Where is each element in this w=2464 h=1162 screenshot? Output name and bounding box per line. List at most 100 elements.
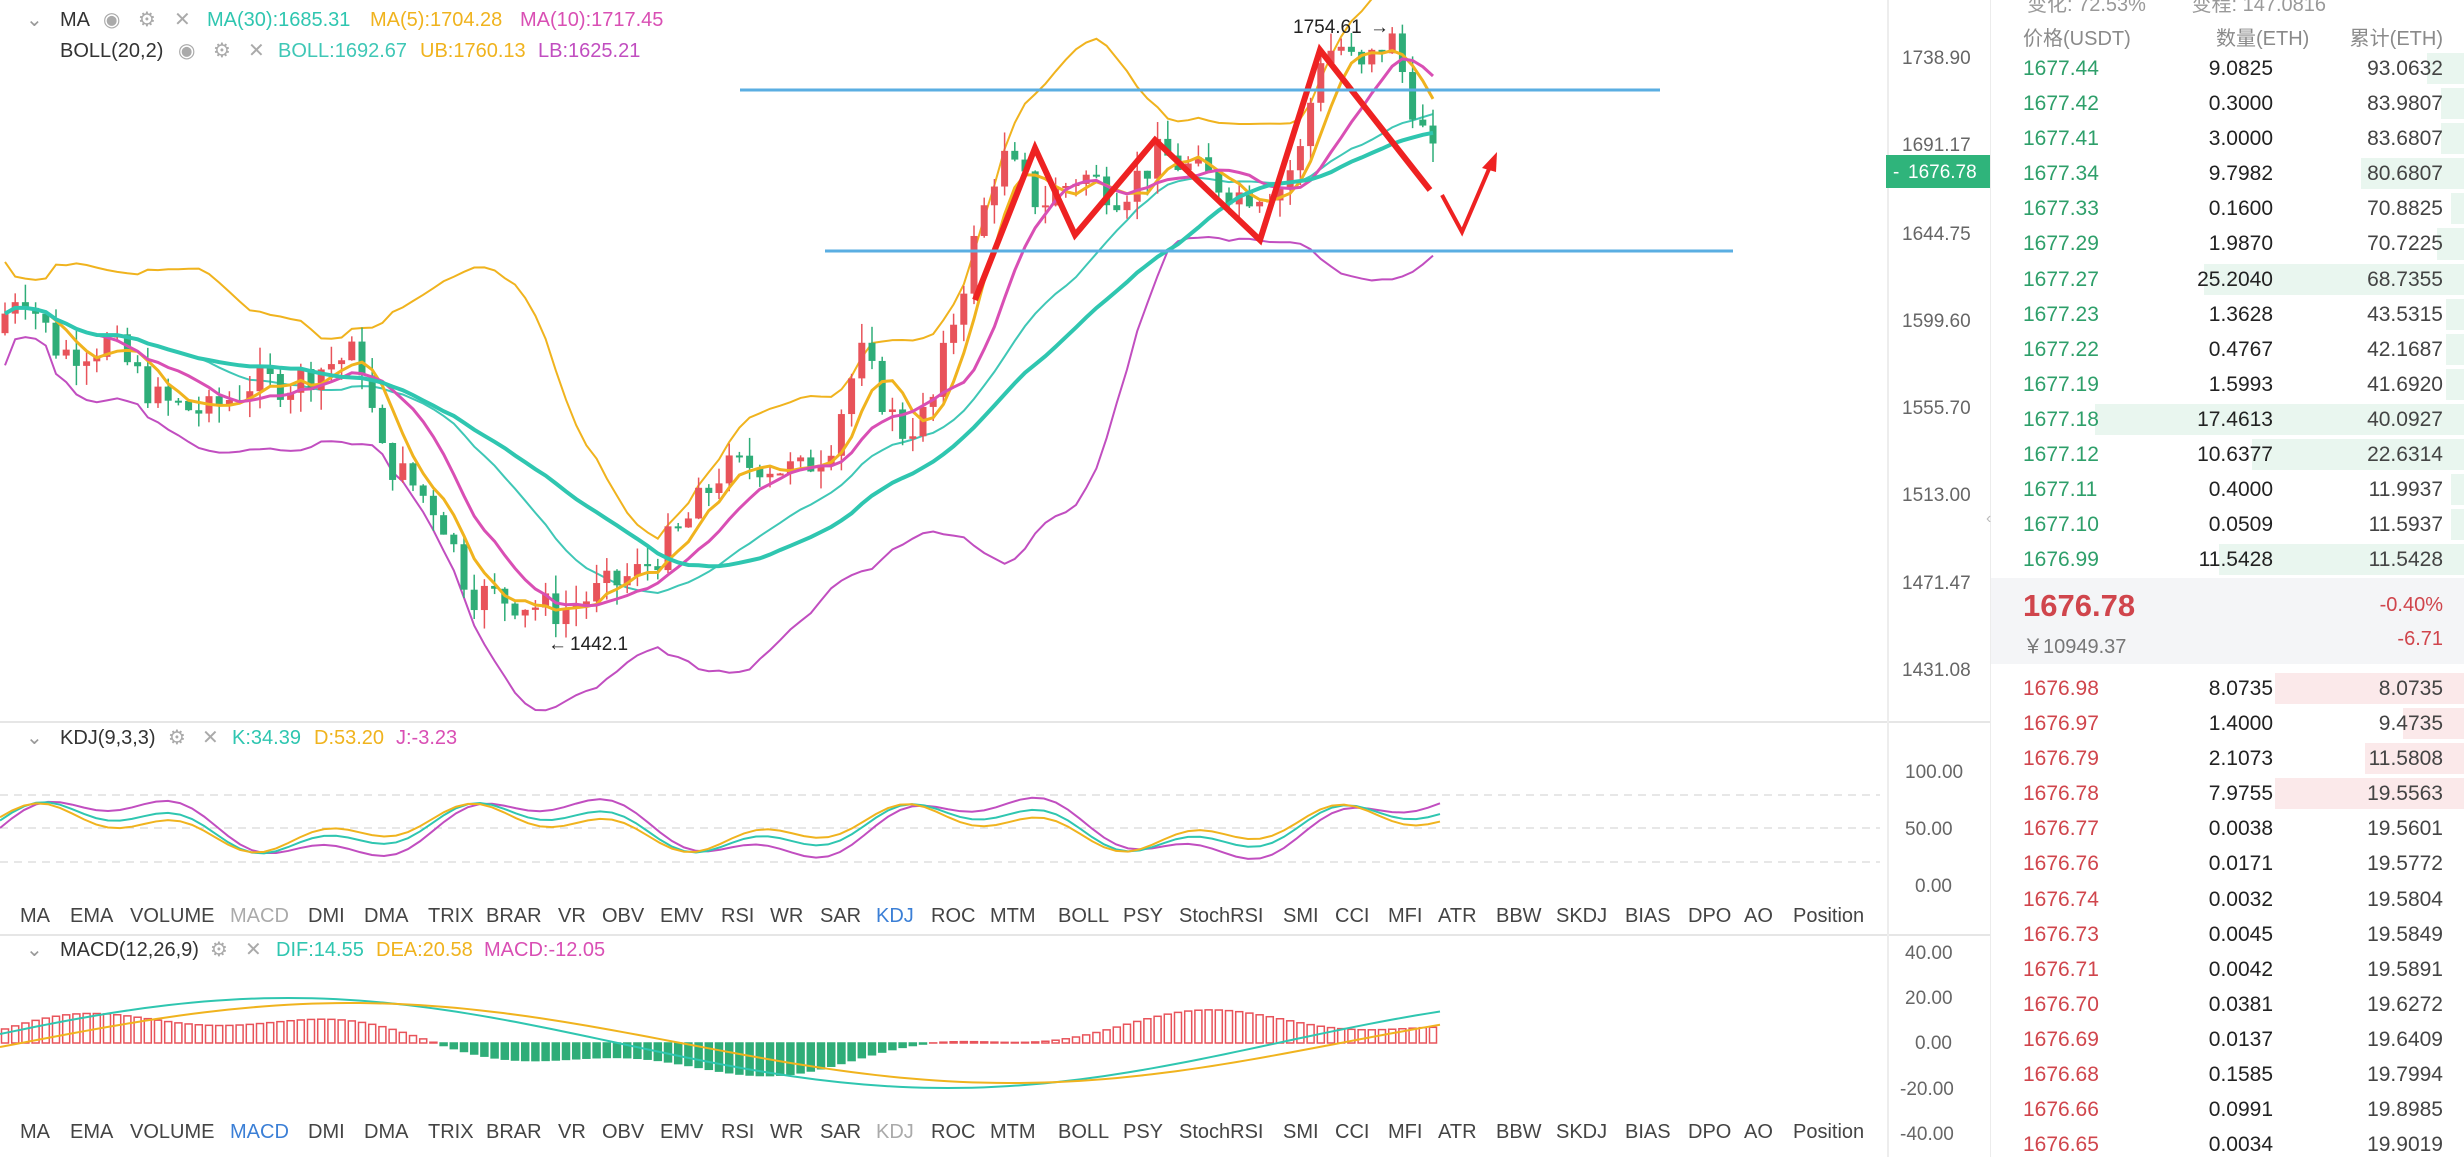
tab-emv[interactable]: EMV [660,1121,704,1143]
tab-dma[interactable]: DMA [364,1121,409,1143]
tab-rsi[interactable]: RSI [721,1121,754,1143]
tab-smi[interactable]: SMI [1283,1121,1319,1143]
tab-macd[interactable]: MACD [230,1121,289,1143]
tab-bbw[interactable]: BBW [1496,905,1542,927]
close-icon[interactable]: ✕ [245,939,262,961]
tab-wr[interactable]: WR [770,1121,803,1143]
tab-ma[interactable]: MA [20,905,51,927]
tab-cci[interactable]: CCI [1335,1121,1369,1143]
tab-roc[interactable]: ROC [931,905,975,927]
tab-dma[interactable]: DMA [364,905,409,927]
tab-dpo[interactable]: DPO [1688,905,1731,927]
tab-rsi[interactable]: RSI [721,905,754,927]
tab-vr[interactable]: VR [558,905,586,927]
tab-skdj[interactable]: SKDJ [1556,905,1607,927]
tab-skdj[interactable]: SKDJ [1556,1121,1607,1143]
tab-mtm[interactable]: MTM [990,1121,1036,1143]
tab-boll[interactable]: BOLL [1058,905,1109,927]
tab-ema[interactable]: EMA [70,905,114,927]
collapse-chevron-icon[interactable]: ⌄ [26,9,43,31]
tab-smi[interactable]: SMI [1283,905,1319,927]
tab-vr[interactable]: VR [558,1121,586,1143]
tab-stochrsi[interactable]: StochRSI [1179,1121,1263,1143]
gear-icon[interactable]: ⚙ [138,9,156,31]
close-icon[interactable]: ✕ [174,9,191,31]
tab-position[interactable]: Position [1793,905,1864,927]
tab-kdj[interactable]: KDJ [876,1121,914,1143]
tab-ma[interactable]: MA [20,1121,51,1143]
collapse-chevron-icon[interactable]: ⌄ [26,939,43,961]
gear-icon[interactable]: ⚙ [168,727,186,749]
tab-ao[interactable]: AO [1744,1121,1773,1143]
tab-mfi[interactable]: MFI [1388,905,1422,927]
close-icon[interactable]: ✕ [248,40,265,62]
tab-psy[interactable]: PSY [1123,905,1163,927]
tab-bbw[interactable]: BBW [1496,1121,1542,1143]
tab-atr[interactable]: ATR [1438,1121,1477,1143]
tab-mfi[interactable]: MFI [1388,1121,1422,1143]
tab-sar[interactable]: SAR [820,905,861,927]
tab-ao[interactable]: AO [1744,905,1773,927]
close-icon[interactable]: ✕ [202,727,219,749]
tab-volume[interactable]: VOLUME [130,1121,214,1143]
tab-ema[interactable]: EMA [70,1121,114,1143]
tab-position[interactable]: Position [1793,1121,1864,1143]
tab-bias[interactable]: BIAS [1625,1121,1671,1143]
tab-emv[interactable]: EMV [660,905,704,927]
tab-bias[interactable]: BIAS [1625,905,1671,927]
tab-dpo[interactable]: DPO [1688,1121,1731,1143]
collapse-chevron-icon[interactable]: ⌄ [26,727,43,749]
eye-icon[interactable]: ◉ [178,40,195,62]
gear-icon[interactable]: ⚙ [210,939,228,961]
gear-icon[interactable]: ⚙ [213,40,231,62]
tab-dmi[interactable]: DMI [308,905,345,927]
tab-boll[interactable]: BOLL [1058,1121,1109,1143]
tab-wr[interactable]: WR [770,905,803,927]
tab-cci[interactable]: CCI [1335,905,1369,927]
eye-icon[interactable]: ◉ [103,9,120,31]
tab-macd[interactable]: MACD [230,905,289,927]
projection-arrow[interactable] [1442,162,1492,232]
tab-trix[interactable]: TRIX [428,1121,474,1143]
tab-roc[interactable]: ROC [931,1121,975,1143]
tab-dmi[interactable]: DMI [308,1121,345,1143]
candlestick-chart[interactable]: 1754.61 → ← 1442.1 1738.90 1691.17 1644.… [0,0,1990,1157]
tab-mtm[interactable]: MTM [990,905,1036,927]
tab-stochrsi[interactable]: StochRSI [1179,905,1263,927]
tab-trix[interactable]: TRIX [428,905,474,927]
chart-area[interactable]: 1754.61 → ← 1442.1 1738.90 1691.17 1644.… [0,0,1990,1157]
tab-volume[interactable]: VOLUME [130,905,214,927]
tab-brar[interactable]: BRAR [486,1121,542,1143]
tab-obv[interactable]: OBV [602,1121,645,1143]
tab-psy[interactable]: PSY [1123,1121,1163,1143]
tab-atr[interactable]: ATR [1438,905,1477,927]
